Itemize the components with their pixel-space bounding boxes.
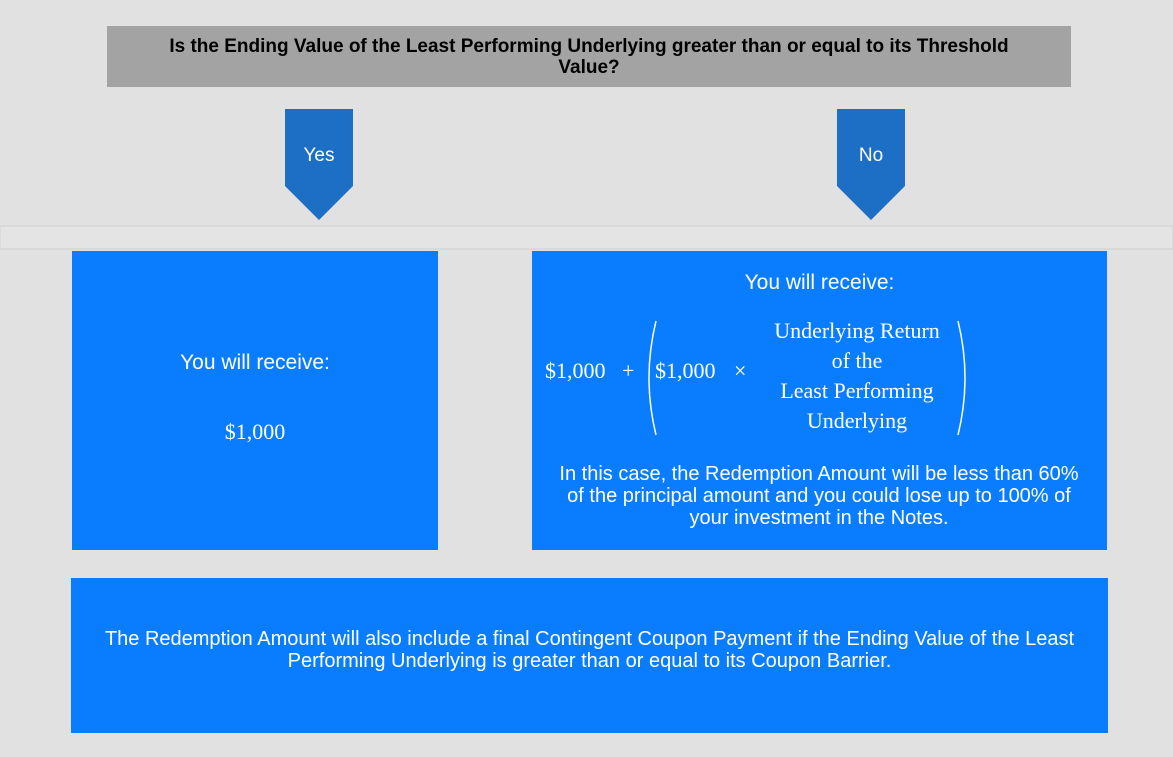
formula-plus: + (622, 358, 635, 383)
formula-times: × (734, 358, 747, 383)
factor-line: of the (831, 348, 883, 373)
factor-line: Least Performing (780, 378, 934, 403)
question: Is the Ending Value of the Least Perform… (169, 35, 1009, 78)
heading: You will receive: (744, 271, 895, 294)
no-box: You will receive: $1,000 + $1,000 × Unde… (532, 251, 1107, 550)
divider-band (0, 225, 1173, 250)
yes-box: You will receive: $1,000 (72, 251, 438, 550)
heading: You will receive: (180, 351, 330, 374)
factor-line: Underlying (806, 408, 908, 433)
footer: The Redemption Amount will also include … (104, 627, 1075, 672)
no-label: No (858, 145, 884, 166)
formula-factor: Underlying Return of the Least Performing U… (752, 315, 962, 435)
footer-box: The Redemption Amount will also include … (71, 578, 1108, 733)
formula-multiplier: $1,000 (655, 358, 716, 383)
factor-line: Underlying Return (774, 318, 940, 343)
parentheses (648, 320, 966, 436)
yes-arrow (285, 109, 353, 220)
formula-base: $1,000 (545, 358, 606, 383)
amount: $1,000 (224, 419, 286, 444)
no-arrow (837, 109, 905, 220)
note: In this case, the Redemption Amount will… (559, 463, 1079, 529)
question-box: Is the Ending Value of the Least Perform… (107, 26, 1071, 87)
yes-label: Yes (303, 145, 335, 166)
